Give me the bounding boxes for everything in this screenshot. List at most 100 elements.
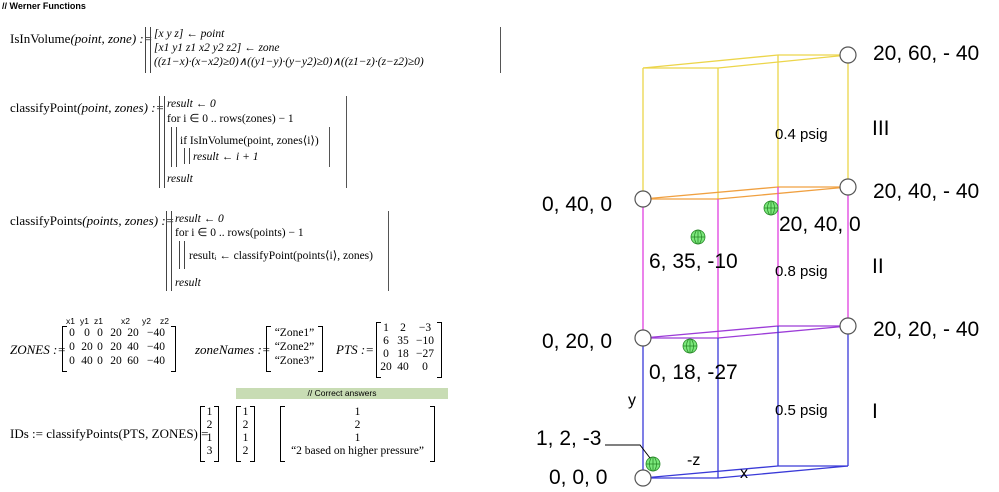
zones-cell: 0 xyxy=(97,341,103,353)
pts-cell: 0 xyxy=(422,361,428,373)
ids-correct-cell: 2 xyxy=(242,445,249,457)
pressure-zone1: 0.5 psig xyxy=(775,402,828,419)
classifypoint-for-bar xyxy=(171,127,177,167)
classifypoint-line2: for i ∈ 0 .. rows(zones) − 1 xyxy=(167,113,294,125)
ids-correct-matrix[interactable]: 1 2 1 2 xyxy=(236,406,255,462)
pts-label: PTS := xyxy=(336,342,375,357)
zones-cell: 20 xyxy=(81,341,93,353)
pts-cell: 40 xyxy=(397,361,409,373)
zones-cell: −40 xyxy=(147,341,165,353)
pts-cell: −3 xyxy=(418,322,432,334)
ids-correct-cell: 1 xyxy=(242,406,249,418)
label-point-20-40-0: 20, 40, 0 xyxy=(779,213,861,236)
zones-col-y1: y1 xyxy=(80,316,89,326)
label-corner-0-0-0: 0, 0, 0 xyxy=(549,466,608,489)
zones-cell: 20 xyxy=(127,327,139,339)
classifypoint-line4: result ← i + 1 xyxy=(193,151,259,163)
classifypoint-region-bar xyxy=(346,96,347,188)
zones-cell: 40 xyxy=(81,355,93,367)
label-corner-20-60-neg40: 20, 60, - 40 xyxy=(873,42,980,65)
zones-cell: 0 xyxy=(69,341,75,353)
ids-correct-cell: 2 xyxy=(242,419,249,431)
label-corner-20-20-neg40: 20, 20, - 40 xyxy=(873,318,980,341)
ids-result-cell: 3 xyxy=(206,445,213,457)
classifypoint-region-bar-inner xyxy=(329,127,330,167)
label-point-0-18-neg27: 0, 18, -27 xyxy=(649,361,738,384)
ids-expression-text: IDs := classifyPoints(PTS, ZONES) = xyxy=(10,426,209,441)
zones-cell: 0 xyxy=(69,327,75,339)
isinvolume-program-bar xyxy=(145,27,151,73)
classifypoints-definition[interactable]: classifyPoints(points, zones) := xyxy=(10,212,174,230)
ids-notes-cell: 1 xyxy=(354,432,361,444)
correct-answers-banner: // Correct answers xyxy=(236,388,448,399)
label-corner-20-40-neg40: 20, 40, - 40 xyxy=(873,180,980,203)
zonenames-cell: “Zone2” xyxy=(274,341,315,353)
label-point-1-2-neg3: 1, 2, -3 xyxy=(536,427,602,450)
isinvolume-params: (point, zone) := xyxy=(70,31,153,46)
zones-cell: 20 xyxy=(110,341,122,353)
classifypoint-line3: if IsInVolume(point, zones⟨i⟩) xyxy=(180,135,319,147)
zonenames-definition[interactable]: zoneNames := xyxy=(195,341,271,359)
classifypoint-name: classifyPoint xyxy=(10,100,78,115)
isinvolume-name: IsInVolume xyxy=(10,31,71,46)
pts-cell: 20 xyxy=(380,361,392,373)
zones-col-z2: z2 xyxy=(160,316,169,326)
classifypoints-params: (points, zones) := xyxy=(82,213,175,228)
pts-definition[interactable]: PTS := xyxy=(336,341,374,359)
ids-expression[interactable]: IDs := classifyPoints(PTS, ZONES) = xyxy=(10,425,208,443)
ids-result-matrix[interactable]: 1 2 1 3 xyxy=(200,406,219,462)
ids-result-cell: 2 xyxy=(206,419,213,431)
isinvolume-line1: [x y z] ← point xyxy=(154,28,225,40)
isinvolume-line3: ((z1−x)·(x−x2)≥0)∧((y1−y)·(y−y2)≥0)∧((z1… xyxy=(154,56,424,68)
classifypoints-line2: for i ∈ 0 .. rows(points) − 1 xyxy=(175,227,304,239)
zones-col-y2: y2 xyxy=(142,316,151,326)
pts-cell: 35 xyxy=(397,335,409,347)
point-1-2-neg3 xyxy=(645,456,661,472)
zonenames-cell: “Zone1” xyxy=(274,327,315,339)
classifypoint-if-bar xyxy=(184,148,190,164)
classifypoint-line1: result ← 0 xyxy=(167,98,216,110)
pts-cell: 18 xyxy=(397,348,409,360)
axis-x-label: x xyxy=(740,465,748,482)
zones-definition[interactable]: ZONES := xyxy=(10,341,66,359)
zones-cell: 0 xyxy=(84,327,90,339)
classifypoint-line5: result xyxy=(167,173,193,185)
zones-cell: 60 xyxy=(127,355,139,367)
isinvolume-region-bar xyxy=(500,27,501,73)
point-20-40-0 xyxy=(763,200,779,216)
label-corner-0-20-0: 0, 20, 0 xyxy=(542,330,613,353)
zones-cell: 0 xyxy=(69,355,75,367)
pts-cell: 1 xyxy=(383,322,389,334)
classifypoint-definition[interactable]: classifyPoint(point, zones) := xyxy=(10,99,164,117)
ids-result-cell: 1 xyxy=(206,432,213,444)
zonenames-matrix[interactable]: “Zone1” “Zone2” “Zone3” xyxy=(266,326,323,372)
worksheet-header: // Werner Functions xyxy=(2,1,86,11)
isinvolume-definition[interactable]: IsInVolume(point, zone) := xyxy=(10,30,153,48)
classifypoints-program-bar xyxy=(166,211,172,291)
zones-col-z1: z1 xyxy=(94,316,103,326)
zone1-box xyxy=(642,326,849,479)
zones-cell: 20 xyxy=(110,327,122,339)
zone23-boundary xyxy=(642,186,849,200)
zones-cell: 0 xyxy=(97,327,103,339)
ids-correct-cell: 1 xyxy=(242,432,249,444)
pts-cell: 6 xyxy=(383,335,389,347)
classifypoints-for-bar xyxy=(179,241,185,269)
ids-notes-cell: “2 based on higher pressure” xyxy=(291,445,424,457)
pressure-zone2: 0.8 psig xyxy=(775,263,828,280)
ids-notes-cell: 2 xyxy=(354,419,361,431)
zones-matrix[interactable]: 0 0 0 20 20 −40 0 20 0 20 40 −40 0 40 0 … xyxy=(62,326,176,372)
zone1-numeral: I xyxy=(872,400,878,423)
point-6-35-neg10 xyxy=(690,229,706,245)
zonenames-cell: “Zone3” xyxy=(274,355,315,367)
classifypoints-line1: result ← 0 xyxy=(175,213,224,225)
pts-matrix[interactable]: 1 2 −3 6 35 −10 0 18 −27 20 40 0 xyxy=(376,322,442,378)
classifypoints-line3: resultᵢ ← classifyPoint(points⟨i⟩, zones… xyxy=(189,250,373,262)
pts-cell: 0 xyxy=(383,348,389,360)
classifypoints-line4: result xyxy=(175,277,201,289)
classifypoint-params: (point, zones) := xyxy=(77,100,165,115)
ids-notes-matrix[interactable]: 1 2 1 “2 based on higher pressure” xyxy=(280,406,435,462)
ids-result-cell: 1 xyxy=(206,406,213,418)
zones-cell: −40 xyxy=(147,355,165,367)
pressure-zone3: 0.4 psig xyxy=(775,126,828,143)
